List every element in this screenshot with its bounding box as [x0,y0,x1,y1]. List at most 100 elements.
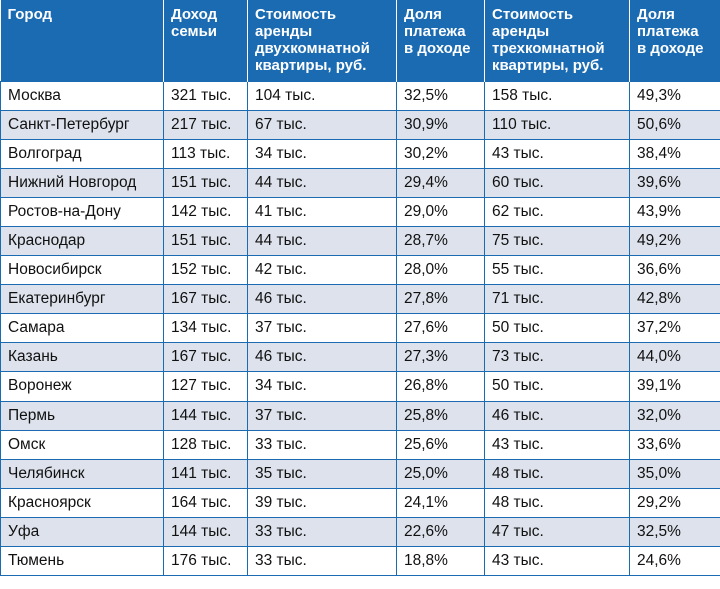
two-room-share-cell: 28,7% [396,225,485,257]
income-cell: 167 тыс. [163,284,248,315]
header-row: Город Доход семьи Стоимость аренды двухк… [0,0,720,81]
table-row: Волгоград 113 тыс. 34 тыс. 30,2% 43 тыс. 38,4… [0,138,720,169]
city-cell: Нижний Новгород [0,167,164,198]
city-cell: Самара [0,313,164,344]
income-cell: 113 тыс. [163,138,248,169]
table-row: Новосибирск 152 тыс. 42 тыс. 28,0% 55 тыс. 36… [0,255,720,286]
two-room-rent-cell: 42 тыс. [247,255,397,286]
income-cell: 144 тыс. [163,516,248,548]
table-row: Воронеж 127 тыс. 34 тыс. 26,8% 50 тыс. 39,1% [0,371,720,402]
three-room-share-cell: 32,0% [629,400,720,431]
three-room-share-cell: 39,1% [629,371,720,402]
three-room-share-cell: 44,0% [629,342,720,373]
header-family-income: Доход семьи [163,0,248,81]
income-cell: 164 тыс. [163,487,248,518]
two-room-rent-cell: 46 тыс. [247,284,397,315]
two-room-share-cell: 26,8% [396,371,485,402]
table-row: Нижний Новгород 151 тыс. 44 тыс. 29,4% 60 ты… [0,167,720,198]
two-room-rent-cell: 67 тыс. [247,109,397,140]
two-room-share-cell: 27,3% [396,342,485,373]
income-cell: 128 тыс. [163,429,248,460]
three-room-rent-cell: 62 тыс. [484,196,630,227]
two-room-share-cell: 30,9% [396,109,485,140]
three-room-rent-cell: 43 тыс. [484,138,630,169]
table-row: Самара 134 тыс. 37 тыс. 27,6% 50 тыс. 37,2% [0,313,720,344]
two-room-share-cell: 29,0% [396,196,485,227]
header-two-room-share: Доля платежа в доходе [396,0,485,81]
income-cell: 321 тыс. [163,80,248,111]
two-room-rent-cell: 33 тыс. [247,429,397,460]
header-three-room-share: Доля платежа в доходе [629,0,720,81]
three-room-share-cell: 35,0% [629,458,720,489]
table-row: Тюмень 176 тыс. 33 тыс. 18,8% 43 тыс. 24,6% [0,545,720,577]
three-room-share-cell: 49,3% [629,80,720,111]
three-room-share-cell: 24,6% [629,545,720,577]
city-cell: Волгоград [0,138,164,169]
income-cell: 176 тыс. [163,545,248,577]
table-row: Санкт-Петербург 217 тыс. 67 тыс. 30,9% 110 т… [0,109,720,140]
three-room-rent-cell: 75 тыс. [484,225,630,257]
two-room-rent-cell: 33 тыс. [247,516,397,548]
two-room-rent-cell: 34 тыс. [247,138,397,169]
income-cell: 144 тыс. [163,400,248,431]
three-room-rent-cell: 71 тыс. [484,284,630,315]
three-room-rent-cell: 158 тыс. [484,80,630,111]
two-room-rent-cell: 34 тыс. [247,371,397,402]
two-room-rent-cell: 37 тыс. [247,400,397,431]
three-room-rent-cell: 60 тыс. [484,167,630,198]
city-cell: Новосибирск [0,255,164,286]
three-room-share-cell: 36,6% [629,255,720,286]
three-room-rent-cell: 73 тыс. [484,342,630,373]
city-cell: Тюмень [0,545,164,577]
rent-cost-table: Город Доход семьи Стоимость аренды двухк… [0,0,720,577]
three-room-rent-cell: 47 тыс. [484,516,630,548]
two-room-rent-cell: 33 тыс. [247,545,397,577]
three-room-rent-cell: 110 тыс. [484,109,630,140]
city-cell: Омск [0,429,164,460]
two-room-rent-cell: 44 тыс. [247,167,397,198]
city-cell: Казань [0,342,164,373]
three-room-share-cell: 39,6% [629,167,720,198]
three-room-rent-cell: 50 тыс. [484,371,630,402]
income-cell: 167 тыс. [163,342,248,373]
table-row: Челябинск 141 тыс. 35 тыс. 25,0% 48 тыс. 35,0… [0,458,720,489]
two-room-rent-cell: 39 тыс. [247,487,397,518]
two-room-share-cell: 32,5% [396,80,485,111]
city-cell: Пермь [0,400,164,431]
table-row: Красноярск 164 тыс. 39 тыс. 24,1% 48 тыс. 29,… [0,487,720,518]
two-room-share-cell: 18,8% [396,545,485,577]
two-room-rent-cell: 44 тыс. [247,225,397,257]
income-cell: 134 тыс. [163,313,248,344]
three-room-rent-cell: 43 тыс. [484,545,630,577]
two-room-share-cell: 24,1% [396,487,485,518]
table-row: Екатеринбург 167 тыс. 46 тыс. 27,8% 71 тыс. 4… [0,284,720,315]
three-room-share-cell: 50,6% [629,109,720,140]
two-room-rent-cell: 37 тыс. [247,313,397,344]
table-row: Омск 128 тыс. 33 тыс. 25,6% 43 тыс. 33,6% [0,429,720,460]
two-room-share-cell: 30,2% [396,138,485,169]
table-row: Ростов-на-Дону 142 тыс. 41 тыс. 29,0% 62 тыс… [0,196,720,227]
city-cell: Уфа [0,516,164,548]
three-room-share-cell: 33,6% [629,429,720,460]
three-room-share-cell: 29,2% [629,487,720,518]
three-room-rent-cell: 46 тыс. [484,400,630,431]
two-room-rent-cell: 41 тыс. [247,196,397,227]
income-cell: 141 тыс. [163,458,248,489]
income-cell: 151 тыс. [163,167,248,198]
three-room-share-cell: 49,2% [629,225,720,257]
city-cell: Челябинск [0,458,164,489]
three-room-rent-cell: 48 тыс. [484,487,630,518]
header-two-room-rent: Стоимость аренды двухкомнатной квартиры,… [247,0,397,81]
income-cell: 217 тыс. [163,109,248,140]
table-row: Пермь 144 тыс. 37 тыс. 25,8% 46 тыс. 32,0% [0,400,720,431]
three-room-rent-cell: 50 тыс. [484,313,630,344]
income-cell: 142 тыс. [163,196,248,227]
three-room-share-cell: 43,9% [629,196,720,227]
two-room-share-cell: 29,4% [396,167,485,198]
two-room-share-cell: 25,6% [396,429,485,460]
income-cell: 151 тыс. [163,225,248,257]
table-row: Краснодар 151 тыс. 44 тыс. 28,7% 75 тыс. 49,2… [0,225,720,257]
income-cell: 127 тыс. [163,371,248,402]
table-header: Город Доход семьи Стоимость аренды двухк… [0,0,720,81]
two-room-share-cell: 25,8% [396,400,485,431]
